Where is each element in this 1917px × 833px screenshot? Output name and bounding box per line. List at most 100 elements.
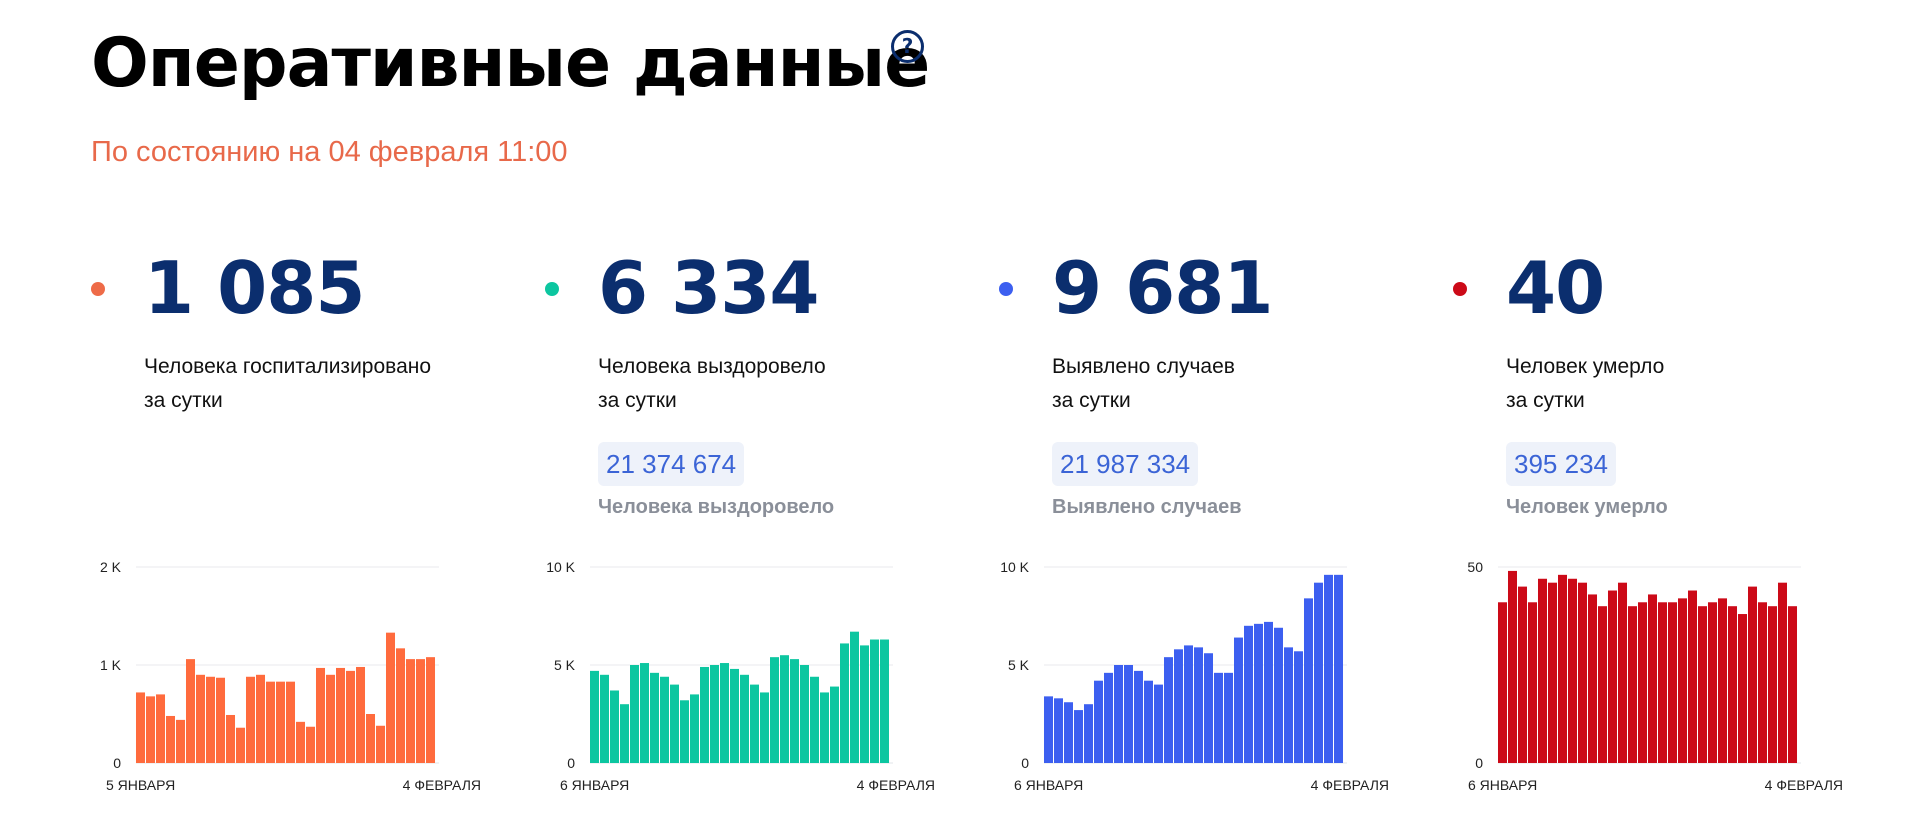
y-tick-label: 10 K	[1000, 559, 1029, 575]
bar	[1588, 594, 1597, 763]
bar	[1204, 653, 1213, 763]
bar	[1084, 704, 1093, 763]
stat-label-line2: за сутки	[144, 389, 223, 412]
bar	[1194, 647, 1203, 763]
bar	[396, 648, 405, 763]
bar	[750, 684, 759, 763]
bar	[690, 694, 699, 763]
y-tick-label: 0	[567, 755, 575, 771]
chart-recovered: 0 5 K 10 K 6 ЯНВАРЯ 4 ФЕВРАЛЯ	[546, 559, 935, 793]
bar	[1638, 602, 1647, 763]
stat-label: Человека выздоровело за сутки	[598, 350, 826, 418]
bar	[1508, 570, 1517, 763]
bar	[1708, 602, 1717, 763]
stat-label-line1: Человек умерло	[1506, 355, 1665, 378]
y-tick-label: 2 K	[100, 559, 122, 575]
bar	[1678, 598, 1687, 763]
bar	[620, 704, 629, 763]
bar	[1498, 602, 1507, 763]
bar	[1778, 582, 1787, 763]
stat-label-line2: за сутки	[598, 389, 677, 412]
y-tick-label: 0	[1475, 755, 1483, 771]
bar	[1608, 590, 1617, 763]
y-tick-label: 1 K	[100, 657, 122, 673]
bar	[426, 657, 435, 763]
x-start-label: 6 ЯНВАРЯ	[560, 777, 629, 793]
bar	[1134, 670, 1143, 763]
bar	[1164, 657, 1173, 763]
bar	[1094, 680, 1103, 763]
x-end-label: 4 ФЕВРАЛЯ	[1311, 777, 1389, 793]
bar	[850, 631, 859, 763]
page-title: Оперативные данные	[91, 24, 930, 103]
y-tick-label: 50	[1467, 559, 1483, 575]
stat-label-line1: Выявлено случаев	[1052, 355, 1235, 378]
bar	[1758, 602, 1767, 763]
bar	[1074, 710, 1083, 763]
bar	[356, 666, 365, 763]
bar	[1688, 590, 1697, 763]
bar	[1324, 574, 1333, 763]
y-tick-label: 5 K	[554, 657, 576, 673]
total-badge: 21 374 674	[598, 442, 745, 486]
x-end-label: 4 ФЕВРАЛЯ	[403, 777, 481, 793]
total-badge: 21 987 334	[1052, 442, 1199, 486]
bar	[176, 719, 185, 763]
stat-label-line1: Человека выздоровело	[598, 355, 826, 378]
bar	[1548, 582, 1557, 763]
bar	[1264, 621, 1273, 763]
chart-hospitalized: 0 1 K 2 K 5 ЯНВАРЯ 4 ФЕВРАЛЯ	[100, 559, 481, 793]
bar	[1618, 582, 1627, 763]
bar	[810, 676, 819, 763]
chart-cases: 0 5 K 10 K 6 ЯНВАРЯ 4 ФЕВРАЛЯ	[1000, 559, 1389, 793]
bar	[720, 663, 729, 763]
y-tick-label: 0	[1021, 755, 1029, 771]
y-tick-label: 5 K	[1008, 657, 1030, 673]
bar	[770, 657, 779, 763]
bar	[730, 668, 739, 763]
bar	[376, 725, 385, 763]
help-icon[interactable]: ?	[891, 30, 924, 63]
bar	[1718, 598, 1727, 763]
status-dot	[91, 282, 105, 296]
bar	[1528, 602, 1537, 763]
bar	[146, 696, 155, 763]
stat-label-line1: Человека госпитализировано	[144, 355, 432, 378]
chart-deaths: 0 50 6 ЯНВАРЯ 4 ФЕВРАЛЯ	[1467, 559, 1843, 793]
bar	[206, 676, 215, 763]
y-tick-label: 0	[113, 755, 121, 771]
bar	[1254, 623, 1263, 763]
bar	[1578, 582, 1587, 763]
bar	[1314, 582, 1323, 763]
bar	[660, 676, 669, 763]
bar	[1294, 651, 1303, 763]
bar	[166, 715, 175, 763]
bar	[590, 670, 599, 763]
y-tick-label: 10 K	[546, 559, 575, 575]
stat-value: 1 085	[144, 246, 365, 330]
bar	[600, 674, 609, 763]
status-dot	[545, 282, 559, 296]
bar	[256, 674, 265, 763]
bar	[246, 676, 255, 763]
bar	[680, 700, 689, 763]
bar	[670, 684, 679, 763]
bar	[1154, 684, 1163, 763]
bar	[790, 659, 799, 763]
x-start-label: 5 ЯНВАРЯ	[106, 777, 175, 793]
bar	[710, 665, 719, 763]
stat-label-line2: за сутки	[1052, 389, 1131, 412]
x-start-label: 6 ЯНВАРЯ	[1468, 777, 1537, 793]
bar	[326, 674, 335, 763]
bar	[346, 670, 355, 763]
bar	[800, 665, 809, 763]
bar	[860, 645, 869, 763]
bar	[1538, 578, 1547, 763]
bar	[1668, 602, 1677, 763]
stat-value: 40	[1506, 246, 1605, 330]
bar	[870, 639, 879, 763]
stat-label-line2: за сутки	[1506, 389, 1585, 412]
bar	[336, 667, 345, 763]
bar	[740, 674, 749, 763]
bar	[1104, 672, 1113, 763]
